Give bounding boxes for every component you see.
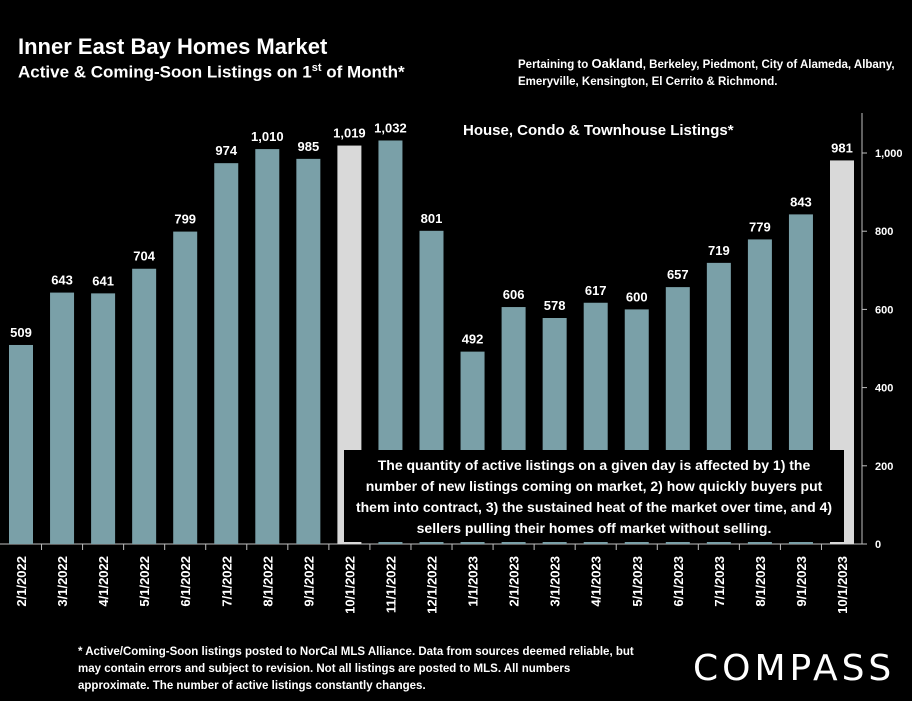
bar-value-label: 981 bbox=[831, 140, 853, 155]
footnote: * Active/Coming-Soon listings posted to … bbox=[78, 646, 634, 692]
bar-value-label: 1,019 bbox=[333, 126, 366, 141]
bar-value-label: 1,010 bbox=[251, 129, 284, 144]
bar bbox=[50, 292, 75, 544]
x-tick-label: 4/1/2023 bbox=[589, 556, 604, 607]
bar-value-label: 578 bbox=[544, 298, 566, 313]
bar-value-label: 643 bbox=[51, 273, 73, 288]
x-tick-label: 8/1/2023 bbox=[753, 556, 768, 607]
chart-title: Inner East Bay Homes Market bbox=[18, 34, 328, 59]
bar-value-label: 600 bbox=[626, 289, 648, 304]
bar-value-label: 657 bbox=[667, 267, 689, 282]
bar bbox=[255, 149, 280, 544]
x-tick-label: 12/1/2022 bbox=[425, 556, 440, 614]
bar bbox=[173, 231, 198, 544]
x-tick-label: 5/1/2023 bbox=[630, 556, 645, 607]
y-tick-label: 800 bbox=[875, 226, 893, 238]
x-tick-label: 7/1/2023 bbox=[712, 556, 727, 607]
x-tick-label: 3/1/2022 bbox=[55, 556, 70, 607]
x-tick-label: 9/1/2022 bbox=[301, 556, 316, 607]
y-tick-label: 400 bbox=[875, 383, 893, 395]
bar-value-label: 617 bbox=[585, 283, 607, 298]
x-tick-label: 2/1/2022 bbox=[14, 556, 29, 607]
bar-value-label: 492 bbox=[462, 332, 484, 347]
y-tick-label: 200 bbox=[875, 461, 893, 473]
bar-value-label: 606 bbox=[503, 287, 525, 302]
bar bbox=[214, 163, 239, 544]
pertaining-note: Pertaining to Oakland, Berkeley, Piedmon… bbox=[518, 55, 898, 91]
bar-value-label: 843 bbox=[790, 194, 812, 209]
bar-value-label: 779 bbox=[749, 219, 771, 234]
bar-value-label: 1,032 bbox=[374, 120, 407, 135]
x-tick-label: 1/1/2023 bbox=[466, 556, 481, 607]
y-tick-label: 0 bbox=[875, 539, 881, 551]
x-tick-label: 7/1/2022 bbox=[219, 556, 234, 607]
x-tick-label: 10/1/2023 bbox=[835, 556, 850, 614]
x-tick-label: 6/1/2022 bbox=[178, 556, 193, 607]
y-tick-label: 1,000 bbox=[875, 148, 903, 160]
bar-value-label: 641 bbox=[92, 273, 114, 288]
bar-value-label: 509 bbox=[10, 325, 32, 340]
bar-value-label: 801 bbox=[421, 211, 443, 226]
bar-value-label: 719 bbox=[708, 243, 730, 258]
bar bbox=[132, 268, 157, 544]
x-tick-label: 4/1/2022 bbox=[96, 556, 111, 607]
y-tick-label: 600 bbox=[875, 304, 893, 316]
bar bbox=[91, 293, 116, 544]
series-label: House, Condo & Townhouse Listings* bbox=[463, 122, 734, 139]
x-tick-label: 6/1/2023 bbox=[671, 556, 686, 607]
pertaining-city: Oakland bbox=[591, 56, 643, 71]
bar bbox=[9, 344, 33, 544]
subtitle-sup: st bbox=[311, 62, 322, 74]
x-tick-label: 10/1/2022 bbox=[342, 556, 357, 614]
pertaining-prefix: Pertaining to bbox=[518, 59, 592, 71]
chart-subtitle: Active & Coming-Soon Listings on 1st of … bbox=[18, 62, 405, 83]
bar bbox=[296, 158, 321, 545]
x-tick-label: 5/1/2022 bbox=[137, 556, 152, 607]
x-tick-label: 3/1/2023 bbox=[548, 556, 563, 607]
x-tick-label: 2/1/2023 bbox=[507, 556, 522, 607]
pertaining-rest: , Berkeley, Piedmont, City of Alameda, A… bbox=[518, 59, 895, 88]
bar-value-label: 704 bbox=[133, 249, 155, 264]
bar-value-label: 974 bbox=[215, 143, 237, 158]
x-tick-label: 8/1/2022 bbox=[260, 556, 275, 607]
annotation-box: The quantity of active listings on a giv… bbox=[344, 450, 844, 542]
compass-logo: COMPASS bbox=[693, 648, 896, 689]
x-tick-label: 9/1/2023 bbox=[794, 556, 809, 607]
bar-value-label: 799 bbox=[174, 212, 196, 227]
bar-value-label: 985 bbox=[297, 139, 319, 154]
x-tick-label: 11/1/2022 bbox=[383, 556, 398, 613]
subtitle-main: Active & Coming-Soon Listings on 1 bbox=[18, 62, 312, 82]
subtitle-end: of Month* bbox=[321, 62, 405, 82]
